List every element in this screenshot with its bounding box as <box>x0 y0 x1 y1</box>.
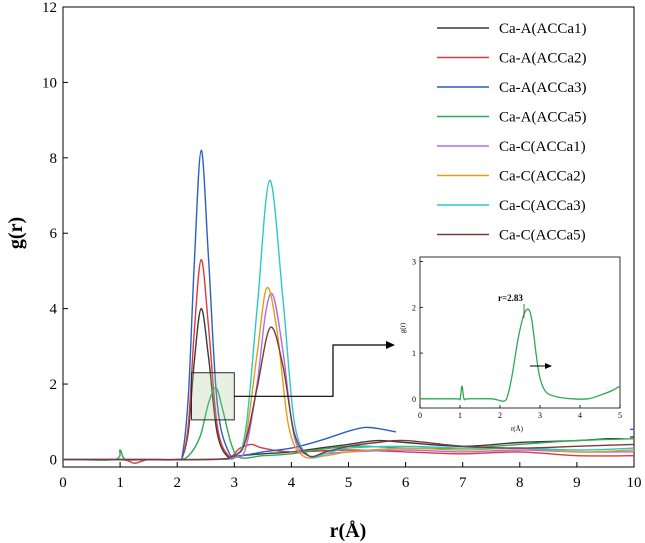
legend-label-7: Ca-C(ACCa3) <box>499 198 586 214</box>
y-tick-label: 2 <box>50 377 58 393</box>
y-tick-label: 4 <box>50 302 58 318</box>
legend-label-3: Ca-A(ACCa3) <box>499 80 586 96</box>
series-line-8 <box>62 326 635 461</box>
inset-y-axis-title: g(r) <box>399 322 407 333</box>
zoom-connector-arrowhead <box>386 341 395 349</box>
inset-y-tick-label: 3 <box>412 258 416 267</box>
y-tick-label: 6 <box>50 226 58 242</box>
y-tick-label: 8 <box>50 151 58 167</box>
y-tick-label: 12 <box>42 0 57 16</box>
x-tick-label: 0 <box>59 475 67 491</box>
legend-label-4: Ca-A(ACCa5) <box>499 110 586 126</box>
x-tick-label: 3 <box>231 475 239 491</box>
legend-label-6: Ca-C(ACCa2) <box>499 169 586 185</box>
x-tick-label: 9 <box>573 475 581 491</box>
legend: Ca-A(ACCa1) Ca-A(ACCa2) Ca-A(ACCa3) Ca-A(AC… <box>437 21 586 244</box>
legend-label-1: Ca-A(ACCa1) <box>499 21 586 37</box>
x-axis-title: r(Å) <box>330 519 367 542</box>
x-tick-label: 6 <box>402 475 410 491</box>
y-axis-title: g(r) <box>5 217 27 249</box>
inset-x-tick-label: 5 <box>618 411 622 420</box>
inset-x-tick-label: 0 <box>418 411 422 420</box>
legend-label-5: Ca-C(ACCa1) <box>499 139 586 155</box>
inset-y-tick-label: 0 <box>412 395 416 404</box>
inset-x-tick-label: 1 <box>458 411 462 420</box>
inset-x-axis-title: r(Å) <box>511 425 524 433</box>
zoom-rectangle <box>190 372 235 421</box>
inset-x-tick-label: 4 <box>578 411 582 420</box>
x-tick-label: 8 <box>516 475 524 491</box>
zoom-connector-line <box>234 344 388 397</box>
x-tick-label: 1 <box>116 475 124 491</box>
inset-background <box>396 251 630 438</box>
x-tick-label: 7 <box>459 475 467 491</box>
x-tick-label: 2 <box>173 475 181 491</box>
inset-x-tick-label: 3 <box>538 411 542 420</box>
inset-y-tick-label: 2 <box>412 303 416 312</box>
x-tick-label: 5 <box>345 475 353 491</box>
inset-x-tick-label: 2 <box>498 411 502 420</box>
inset-peak-annotation: r=2.83 <box>498 293 523 303</box>
inset-chart: 0 1 2 3 4 5 0 1 2 3 <box>396 251 630 438</box>
y-tick-label: 0 <box>50 452 58 468</box>
inset-y-tick-label: 1 <box>412 349 416 358</box>
inset-arrow-head <box>545 363 552 369</box>
zoom-marker <box>190 341 395 421</box>
x-tick-label: 10 <box>627 475 642 491</box>
inset-frame <box>419 256 621 409</box>
x-tick-label: 4 <box>288 475 296 491</box>
y-tick-label: 10 <box>42 75 57 91</box>
series-line-7 <box>62 179 635 461</box>
legend-label-2: Ca-A(ACCa2) <box>499 51 586 67</box>
legend-label-8: Ca-C(ACCa5) <box>499 228 586 244</box>
